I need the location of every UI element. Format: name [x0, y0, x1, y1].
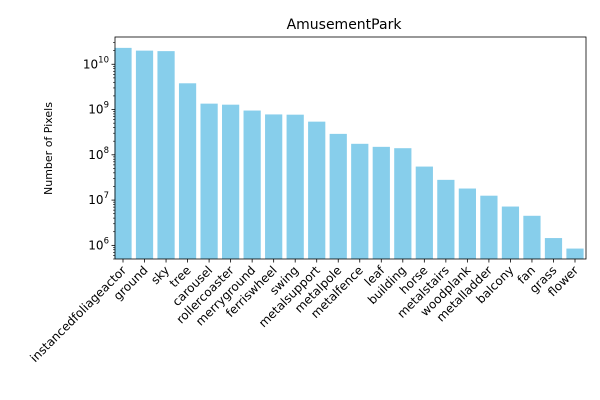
- y-axis-ticks: 106 107 108 109 1010: [83, 42, 115, 260]
- bar-merryground: [243, 110, 261, 259]
- bar-ground: [135, 50, 154, 259]
- y-tick-label: 1010: [83, 55, 109, 71]
- bar-building: [394, 148, 412, 259]
- bar-woodplank: [458, 188, 476, 259]
- plot-area-frame: [114, 36, 587, 260]
- bar-instancedfoliageactor: [114, 47, 132, 259]
- bar-rollercoaster: [222, 104, 240, 260]
- chart-title: AmusementPark: [287, 17, 403, 33]
- bar-carousel: [200, 103, 218, 259]
- bar-tree: [178, 83, 197, 259]
- y-tick-label: 107: [88, 191, 109, 207]
- bar-ferriswheel: [265, 114, 283, 259]
- bar-metalsupport: [308, 121, 326, 260]
- bar-swing: [286, 114, 304, 260]
- bars: [114, 47, 584, 260]
- bar-leaf: [372, 146, 390, 259]
- bar-fan: [523, 215, 541, 259]
- bar-metalladder: [480, 195, 498, 259]
- x-tick-label: sky: [148, 263, 172, 287]
- y-axis-label: Number of Pixels: [42, 102, 55, 195]
- bar-metalstairs: [437, 179, 455, 259]
- bar-sky: [157, 51, 175, 259]
- y-tick-label: 106: [88, 236, 109, 252]
- bar-grass: [544, 238, 563, 259]
- bar-flower: [566, 248, 584, 259]
- bar-horse: [415, 166, 433, 259]
- y-tick-label: 109: [88, 101, 109, 117]
- x-axis-ticks: instancedfoliageactorgroundskytreecarous…: [27, 259, 581, 365]
- bar-metalpole: [329, 133, 347, 259]
- bar-balcony: [501, 206, 520, 259]
- x-tick-label: instancedfoliageactor: [27, 263, 129, 365]
- bar-metalfence: [351, 143, 369, 259]
- y-tick-label: 108: [88, 146, 109, 162]
